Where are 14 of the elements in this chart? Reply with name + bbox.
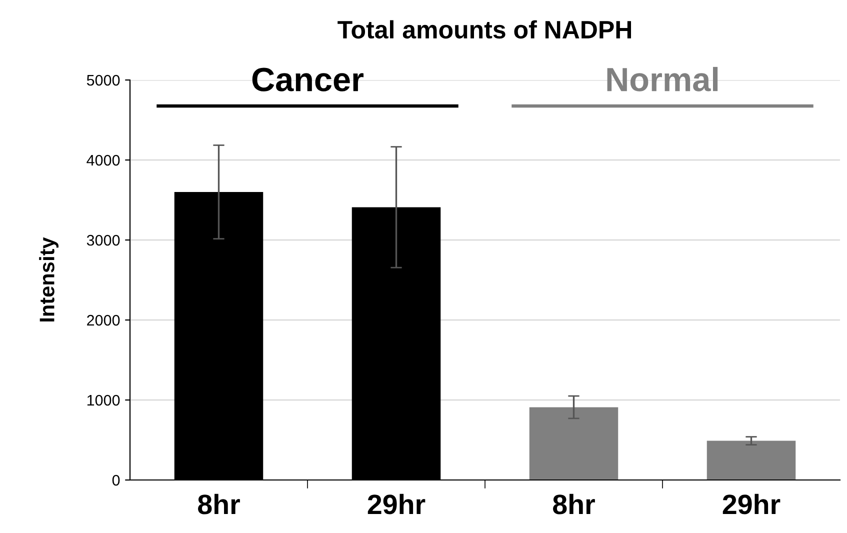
y-tick-label: 3000	[86, 234, 120, 246]
y-tick-label: 4000	[86, 154, 120, 166]
y-tick-label: 1000	[87, 394, 120, 406]
x-tick-label: 8hr	[198, 494, 240, 514]
y-tick-label: 0	[112, 474, 120, 486]
x-tick-label: 29hr	[368, 494, 426, 514]
annotation: Normal	[607, 66, 718, 92]
y-tick-label: 2000	[87, 314, 120, 326]
x-tick-label: 8hr	[553, 494, 595, 514]
y-axis-title: Intensity	[39, 237, 59, 322]
annotation: Cancer	[252, 68, 364, 92]
x-tick-label: 29hr	[722, 494, 780, 514]
y-tick-label: 5000	[86, 74, 120, 86]
chart-title: Total amounts of NADPH	[338, 20, 632, 39]
